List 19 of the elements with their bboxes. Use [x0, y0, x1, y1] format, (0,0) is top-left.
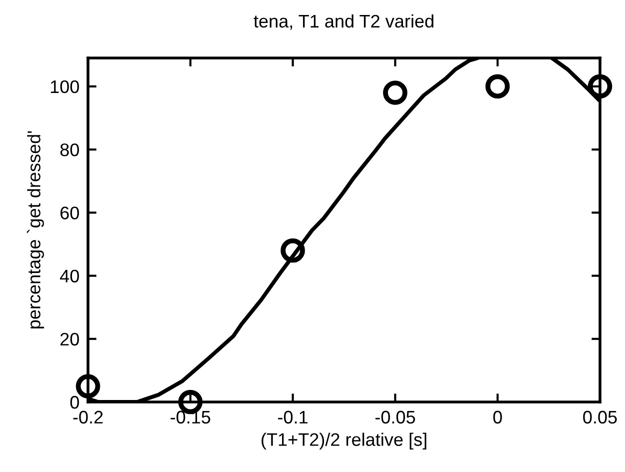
chart-title: tena, T1 and T2 varied — [254, 14, 434, 30]
x-tick-label: -0.15 — [170, 410, 210, 424]
point — [280, 238, 305, 263]
point — [383, 80, 408, 105]
y-tick-label: 80 — [60, 143, 79, 156]
x-tick-label: -0.2 — [73, 410, 103, 424]
y-tick-label: 20 — [60, 332, 79, 346]
y-tick-label: 100 — [50, 80, 79, 94]
x-tick-label: -0.1 — [278, 410, 308, 424]
point — [588, 74, 612, 99]
y-tick-label: 40 — [60, 270, 79, 282]
x-tick-label: -0.05 — [375, 410, 416, 424]
point — [485, 74, 510, 99]
y-tick-label: 60 — [60, 206, 79, 220]
x-axis-title: (T1+T2)/2 relative [s] — [262, 432, 426, 450]
x-tick-label: 0.05 — [583, 410, 617, 424]
x-tick-label: 0 — [493, 410, 502, 424]
y-tick-label: 0 — [70, 396, 79, 409]
y-axis-title: percentage `get dressed' — [26, 131, 44, 328]
